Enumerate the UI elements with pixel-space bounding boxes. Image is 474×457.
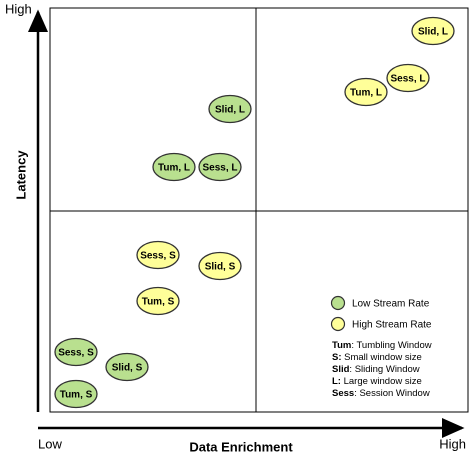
glossary-definition: : Tumbling Window	[351, 340, 431, 351]
x-high-label: High	[439, 436, 466, 451]
x-low-label: Low	[38, 436, 62, 451]
glossary-entry: S: Small window size	[332, 352, 422, 363]
node-label: Slid, S	[205, 262, 236, 273]
glossary-definition: : Sliding Window	[349, 364, 419, 375]
node-label: Tum, L	[350, 88, 382, 99]
y-high-label: High	[5, 1, 32, 16]
glossary-term: L:	[332, 376, 341, 387]
node-ellipse	[198, 251, 242, 281]
glossary-entry: Slid: Sliding Window	[332, 364, 420, 375]
plot-frame	[49, 7, 469, 413]
node-ellipse	[198, 152, 242, 182]
node-ellipse	[152, 152, 196, 182]
node-label: Sess, S	[140, 251, 176, 262]
node-label: Tum, L	[158, 163, 190, 174]
node-ellipse	[411, 16, 455, 46]
glossary-definition: Large window size	[341, 376, 422, 387]
glossary-term: Slid	[332, 364, 350, 375]
glossary-term: Tum	[332, 340, 351, 351]
node-label: Slid, L	[215, 105, 245, 116]
node-label: Slid, L	[418, 27, 448, 38]
node-ellipse	[136, 286, 180, 316]
glossary-definition: : Session Window	[354, 388, 430, 399]
glossary-entry: Sess: Session Window	[332, 388, 430, 399]
node-ellipse	[344, 77, 388, 107]
node-label: Tum, S	[142, 297, 175, 308]
legend-label: Low Stream Rate	[352, 299, 430, 310]
glossary-term: Sess	[332, 388, 354, 399]
node-label: Slid, S	[112, 363, 143, 374]
node-ellipse	[136, 240, 180, 270]
glossary-term: S:	[332, 352, 342, 363]
legend-label: High Stream Rate	[352, 320, 432, 331]
y-axis-label: Latency	[13, 150, 28, 200]
glossary-definition: Small window size	[342, 352, 422, 363]
node-ellipse	[386, 63, 430, 93]
legend-swatch	[330, 295, 346, 311]
glossary-entry: Tum: Tumbling Window	[332, 340, 432, 351]
node-label: Sess, L	[202, 163, 237, 174]
legend-swatch	[330, 316, 346, 332]
node-label: Sess, S	[58, 348, 94, 359]
node-ellipse	[105, 352, 149, 382]
node-ellipse	[54, 379, 98, 409]
x-axis-label: Data Enrichment	[189, 439, 293, 454]
node-ellipse	[54, 337, 98, 367]
glossary-entry: L: Large window size	[332, 376, 422, 387]
node-label: Sess, L	[390, 74, 425, 85]
node-label: Tum, S	[60, 390, 93, 401]
node-ellipse	[208, 94, 252, 124]
